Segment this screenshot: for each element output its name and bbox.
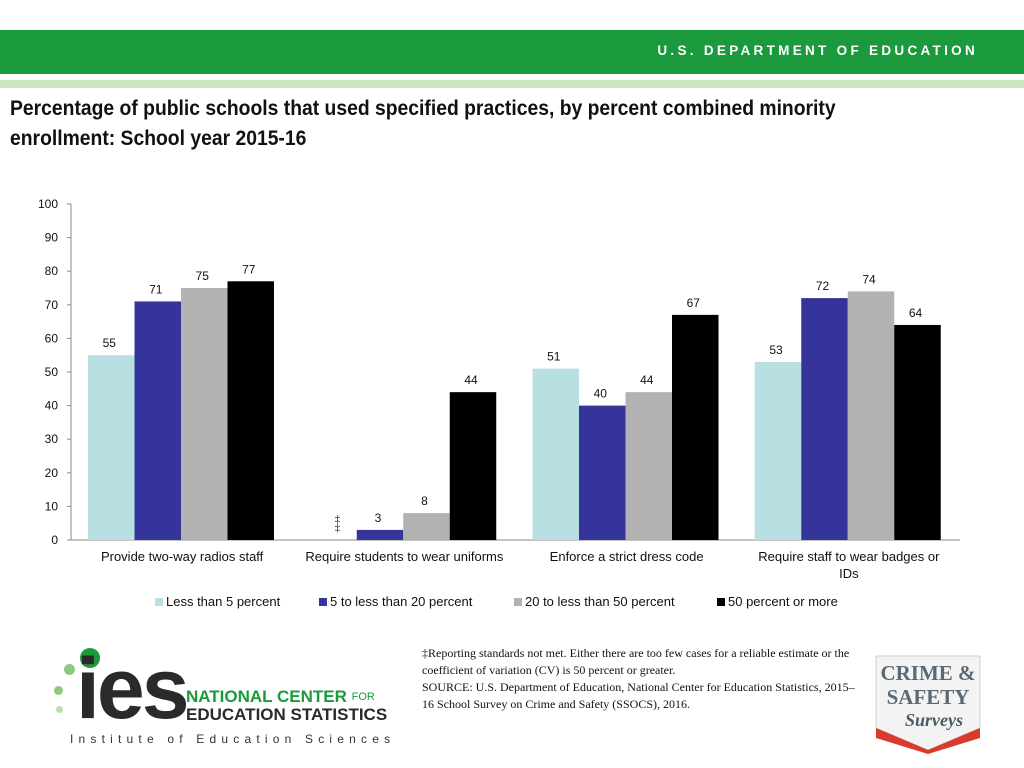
legend-label: 50 percent or more [728,594,838,609]
bar [134,301,181,540]
data-label: 75 [196,269,210,283]
data-label: 44 [464,373,478,387]
legend-item: 50 percent or more [717,594,838,609]
legend-swatch [514,597,522,606]
data-label: 55 [103,336,117,350]
y-tick-label: 20 [45,466,59,480]
bar [532,368,579,540]
data-label: 64 [909,306,923,320]
banner-stripe [0,80,1024,88]
bar [88,355,135,540]
x-tick-label: Enforce a strict dress code [550,549,704,564]
data-label: 8 [421,494,428,508]
bar [579,405,626,540]
svg-text:Surveys: Surveys [905,710,963,730]
legend-label: 20 to less than 50 percent [525,594,675,609]
page-title: Percentage of public schools that used s… [10,97,836,150]
y-tick-label: 80 [45,264,59,278]
bar [847,291,895,540]
department-name: U.S. DEPARTMENT OF EDUCATION [657,43,978,58]
bar [754,361,802,540]
data-label: 74 [862,272,876,286]
bar [672,314,719,540]
data-label: 40 [594,387,608,401]
footnote-reporting-standards: ‡Reporting standards not met. Either the… [422,646,850,677]
top-banner: U.S. DEPARTMENT OF EDUCATION [0,30,1024,74]
footnote: ‡Reporting standards not met. Either the… [422,645,862,713]
x-tick-label: Require students to wear uniforms [305,549,503,564]
y-tick-label: 0 [51,533,58,547]
ies-wordmark: ies [76,641,190,737]
y-tick-label: 70 [45,298,59,312]
legend-item: Less than 5 percent [155,594,280,609]
data-label: 3 [375,511,382,525]
legend-swatch [717,597,725,606]
svg-text:SAFETY: SAFETY [887,685,970,709]
bar [894,324,941,540]
logo-dot [54,686,63,695]
ies-nces-logo: ies NATIONAL CENTER FOR EDUCATION STATIS… [40,640,400,755]
y-tick-label: 100 [38,197,58,211]
data-label: 44 [640,373,654,387]
bar [181,288,228,540]
data-label: 53 [769,343,783,357]
y-tick-label: 60 [45,331,59,345]
x-tick-label: Provide two-way radios staff [101,549,264,564]
bar [356,529,404,540]
data-label-not-reported: ‡ [335,513,341,525]
legend-swatch [155,597,163,606]
legend-label: Less than 5 percent [166,594,281,609]
data-label: 71 [149,282,163,296]
svg-text:CRIME &: CRIME & [880,661,975,685]
x-tick-label: Require staff to wear badges or [758,549,940,564]
data-label-not-reported: ‡ [335,522,341,534]
chart-legend: Less than 5 percent 5 to less than 20 per… [0,594,1024,612]
legend-item: 20 to less than 50 percent [514,594,675,609]
ies-institute-name: Institute of Education Sciences [70,732,396,746]
legend-label: 5 to less than 20 percent [330,594,473,609]
crime-safety-surveys-logo: CRIME & SAFETY Surveys [875,655,981,754]
y-tick-label: 10 [45,499,59,513]
nces-wordmark: NATIONAL CENTER FOR EDUCATION STATISTICS [186,687,388,724]
y-tick-label: 50 [45,365,59,379]
bar [625,392,672,540]
logo-dot [56,706,63,713]
bar [801,298,848,540]
x-tick-label: IDs [839,566,859,581]
data-label: 72 [816,279,830,293]
bar [449,392,497,540]
data-label: 77 [242,262,256,276]
bar [403,513,450,540]
bar-chart: 0 10 20 30 40 50 60 70 80 90 100 55 71 75 77 Provide tw… [38,197,960,581]
logo-dot [64,664,75,675]
data-label: 51 [547,350,561,364]
y-tick-label: 40 [45,399,59,413]
logo-dot [80,648,100,668]
legend-item: 5 to less than 20 percent [319,594,472,609]
bar [227,281,274,540]
y-tick-label: 90 [45,231,59,245]
y-tick-label: 30 [45,432,59,446]
data-label: 67 [687,296,701,310]
legend-swatch [319,597,327,606]
footnote-source: SOURCE: U.S. Department of Education, Na… [422,680,855,711]
